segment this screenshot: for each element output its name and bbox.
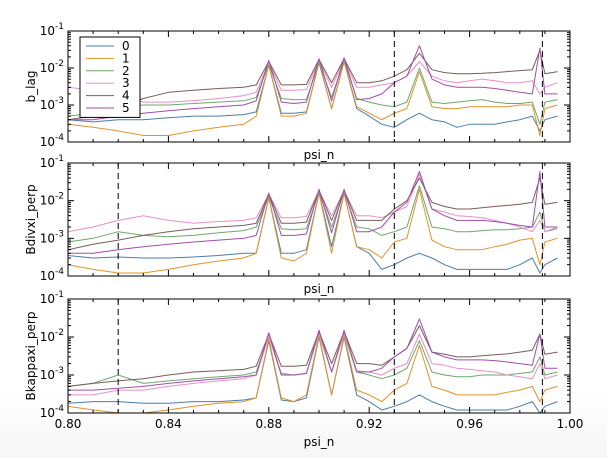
x-tick-label: 0.84 [155,417,182,431]
y-tick-label: 10-4 [40,133,65,149]
y-tick-exponent: -3 [55,229,64,239]
y-tick-base: 10 [40,368,55,382]
y-tick-base: 10 [40,61,55,75]
series-line-1 [68,334,558,413]
series-line-4 [68,325,558,387]
y-tick-exponent: -2 [55,328,64,338]
y-axis-title: Bkappaxi_perp [24,312,38,401]
y-tick-exponent: -4 [55,133,64,143]
series-line-2 [68,59,558,125]
y-tick-label: 10-3 [40,366,64,382]
series-line-5 [68,45,558,121]
y-tick-exponent: -2 [55,59,64,69]
panel-3: 10-410-310-210-10.80 0.84 0.88 0.92 0.96 1.00… [24,290,583,449]
y-tick-label: 10-2 [40,59,64,75]
y-tick-exponent: -1 [55,290,64,300]
x-axis-title: psi_n [304,148,335,162]
y-tick-exponent: -3 [55,96,64,106]
y-tick-label: 10-2 [40,192,64,208]
legend-label-0: 0 [122,39,130,53]
legend-label-5: 5 [122,101,130,115]
series-line-5 [68,170,558,254]
y-tick-exponent: -1 [55,154,64,164]
legend-label-4: 4 [122,89,130,103]
legend-label-3: 3 [122,76,130,90]
series-group [68,45,558,136]
series-line-0 [68,192,558,274]
x-tick-label: 0.88 [255,417,282,431]
series-line-0 [68,336,558,413]
y-tick-exponent: -4 [55,267,64,277]
series-line-4 [68,49,558,121]
series-group [68,318,558,413]
y-tick-base: 10 [40,135,55,149]
series-line-2 [68,185,558,243]
y-tick-exponent: -3 [55,366,64,376]
x-tick-label: 1.00 [557,417,584,431]
y-tick-base: 10 [40,194,55,208]
y-tick-label: 10-3 [40,229,64,245]
series-line-5 [68,318,558,391]
y-tick-label: 10-1 [40,290,64,306]
y-tick-label: 10-1 [40,22,64,38]
series-line-3 [68,332,558,396]
y-tick-label: 10-3 [40,96,64,112]
y-axis-title: b_lag [24,71,38,103]
y-tick-exponent: -4 [55,404,64,414]
y-tick-base: 10 [40,292,55,306]
y-tick-base: 10 [40,406,55,420]
y-tick-base: 10 [40,24,55,38]
y-tick-exponent: -2 [55,192,64,202]
plot-frame [67,162,571,277]
y-axis-title: Bdivxi_perp [24,184,38,254]
x-axis-title: psi_n [304,282,335,296]
y-tick-base: 10 [40,269,55,283]
plot-frame [67,298,571,414]
x-tick-label: 0.96 [456,417,483,431]
series-line-1 [68,61,558,136]
y-tick-base: 10 [40,98,55,112]
series-group [68,170,558,274]
series-line-1 [68,188,558,274]
x-tick-label: 0.92 [356,417,383,431]
series-line-4 [68,177,558,251]
legend-frame [79,36,141,118]
y-tick-base: 10 [40,330,55,344]
y-tick-base: 10 [40,231,55,245]
x-tick-label: 0.80 [55,417,82,431]
legend-label-1: 1 [122,51,130,65]
series-line-2 [68,333,558,387]
y-tick-label: 10-4 [40,404,65,420]
series-line-3 [68,59,558,103]
series-line-3 [68,173,558,233]
y-tick-label: 10-4 [40,267,65,283]
plot-frame [67,30,571,143]
y-tick-exponent: -1 [55,22,64,32]
y-tick-label: 10-2 [40,328,64,344]
series-line-0 [68,61,558,132]
x-axis-title: psi_n [304,435,335,449]
y-tick-base: 10 [40,156,55,170]
y-tick-label: 10-1 [40,154,64,170]
legend-label-2: 2 [122,64,130,78]
